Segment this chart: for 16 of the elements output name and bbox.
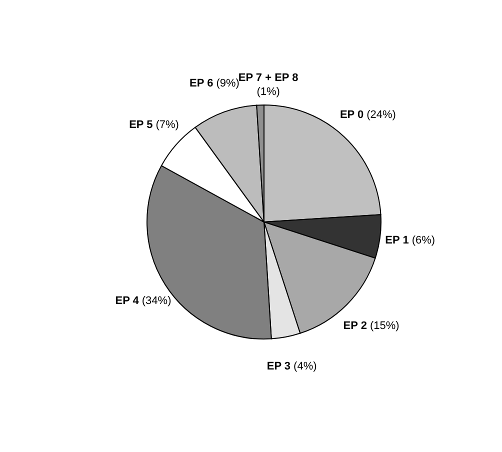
- data-label: (15%): [370, 320, 400, 332]
- data-label: (4%): [294, 360, 317, 372]
- data-label: (9%): [216, 78, 240, 90]
- slice-label: EP 1: [385, 234, 409, 246]
- slice-label: EP 4: [115, 294, 140, 307]
- slice-label: EP 7 + EP 8: [238, 72, 298, 84]
- data-label: (6%): [412, 234, 436, 246]
- slice-label: EP 3: [266, 360, 291, 372]
- slice-label: EP 2: [343, 320, 367, 332]
- data-label: (24%): [366, 108, 396, 121]
- data-label: (34%): [142, 294, 172, 307]
- data-label: (7%): [156, 118, 179, 131]
- data-label: (1%): [256, 86, 280, 98]
- slice-label: EP 6: [190, 78, 214, 90]
- slice-label: EP 0: [340, 108, 364, 121]
- slice-label: EP 5: [129, 118, 153, 131]
